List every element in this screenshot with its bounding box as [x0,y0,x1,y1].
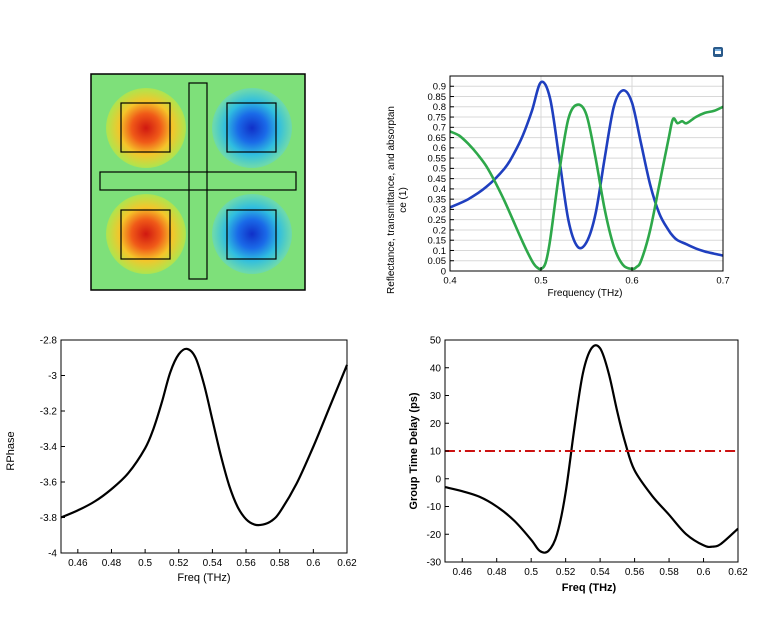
y-tick-label: -3.4 [40,442,58,453]
y-tick-label: -20 [427,530,442,541]
x-tick-label: 0.5 [524,567,538,578]
reflectance-chart-xlabel: Frequency (THz) [547,288,622,299]
x-tick-label: 0.58 [270,558,290,569]
y-tick-label: 0.55 [428,153,447,164]
y-tick-label: 40 [430,363,442,374]
y-tick-label: 0.35 [428,194,447,205]
field-heatmap [90,73,306,291]
y-tick-label: -3.2 [40,407,58,418]
y-tick-label: 10 [430,447,442,458]
x-tick-label: 0.58 [659,567,679,578]
y-tick-label: 0.4 [433,184,446,195]
cross-vertical-bar [188,82,208,280]
reflectance-chart-ylabel-line1: Reflectance, transmittance, and absorpta… [386,106,397,294]
y-tick-label: -10 [427,502,442,513]
y-tick-label: 0.1 [433,246,446,257]
x-tick-label: 0.54 [590,567,610,578]
y-tick-label: 0.15 [428,236,447,247]
y-tick-label: -3.8 [40,513,58,524]
y-tick-label: -3.6 [40,478,58,489]
reflectance-chart-ylabel-line2: ce (1) [398,187,409,213]
y-tick-label: 0 [435,474,441,485]
hot-spot-top-left [106,88,186,168]
rphase-chart-xlabel: Freq (THz) [177,572,230,584]
cross-horizontal-bar [99,171,297,191]
y-tick-label: 0.05 [428,256,447,267]
group-delay-chart: 0.46 0.48 0.5 0.52 0.54 0.56 0.58 0.6 0.62 50 40 30… [408,336,748,595]
y-tick-label: 30 [430,391,442,402]
y-tick-label: -4 [48,549,57,560]
x-tick-label: 0.54 [203,558,223,569]
y-tick-label: 50 [430,336,442,347]
x-tick-label: 0.48 [487,567,507,578]
patch-outline [226,102,277,153]
series-line-0 [444,344,739,554]
x-tick-label: 0.52 [556,567,576,578]
x-tick-label: 0.4 [443,276,456,287]
x-tick-label: 0.46 [453,567,473,578]
hot-spot-bottom-left [106,194,186,274]
y-tick-label: 0.9 [433,82,446,93]
series-line-0 [60,347,349,527]
patch-outline [120,102,171,153]
rphase-chart: 0.46 0.48 0.5 0.52 0.54 0.56 0.58 0.6 0.62 -2.8 -3… [5,336,357,585]
x-tick-label: 0.62 [337,558,357,569]
x-tick-label: 0.52 [169,558,189,569]
y-tick-label: 0.5 [433,164,446,175]
window-restore-icon[interactable] [712,46,724,58]
y-tick-label: 0.25 [428,215,447,226]
y-tick-label: 0.7 [433,123,446,134]
cold-spot-top-right [212,88,292,168]
x-tick-label: 0.56 [236,558,256,569]
series-line-1 [449,103,724,271]
x-tick-label: 0.7 [716,276,729,287]
rphase-chart-ylabel: RPhase [5,431,17,470]
x-tick-label: 0.6 [625,276,638,287]
series-line-0 [449,80,724,257]
x-tick-label: 0.5 [534,276,547,287]
patch-outline [120,209,171,260]
y-tick-label: 0.8 [433,102,446,113]
cold-spot-bottom-right [212,194,292,274]
x-tick-label: 0.62 [728,567,748,578]
x-tick-label: 0.6 [306,558,320,569]
y-tick-label: 0.85 [428,92,447,103]
y-tick-label: -3 [48,371,57,382]
y-tick-label: 0.45 [428,174,447,185]
group-delay-chart-xlabel: Freq (THz) [562,582,617,594]
x-tick-label: 0.48 [102,558,122,569]
y-tick-label: 0.6 [433,143,446,154]
x-tick-label: 0.46 [68,558,88,569]
x-tick-label: 0.5 [138,558,152,569]
patch-outline [226,209,277,260]
y-tick-label: 0.65 [428,133,447,144]
y-tick-label: 0.75 [428,112,447,123]
y-tick-label: 0.2 [433,225,446,236]
y-tick-label: 20 [430,419,442,430]
y-tick-label: -30 [427,558,442,569]
y-tick-label: -2.8 [40,336,58,347]
reflectance-chart: 0.4 0.5 0.6 0.700.050.10.150.20.250.30.350.… [386,75,730,299]
x-tick-label: 0.6 [697,567,711,578]
group-delay-chart-ylabel: Group Time Delay (ps) [408,392,420,509]
y-tick-label: 0 [441,266,446,277]
x-tick-label: 0.56 [625,567,645,578]
y-tick-label: 0.3 [433,205,446,216]
